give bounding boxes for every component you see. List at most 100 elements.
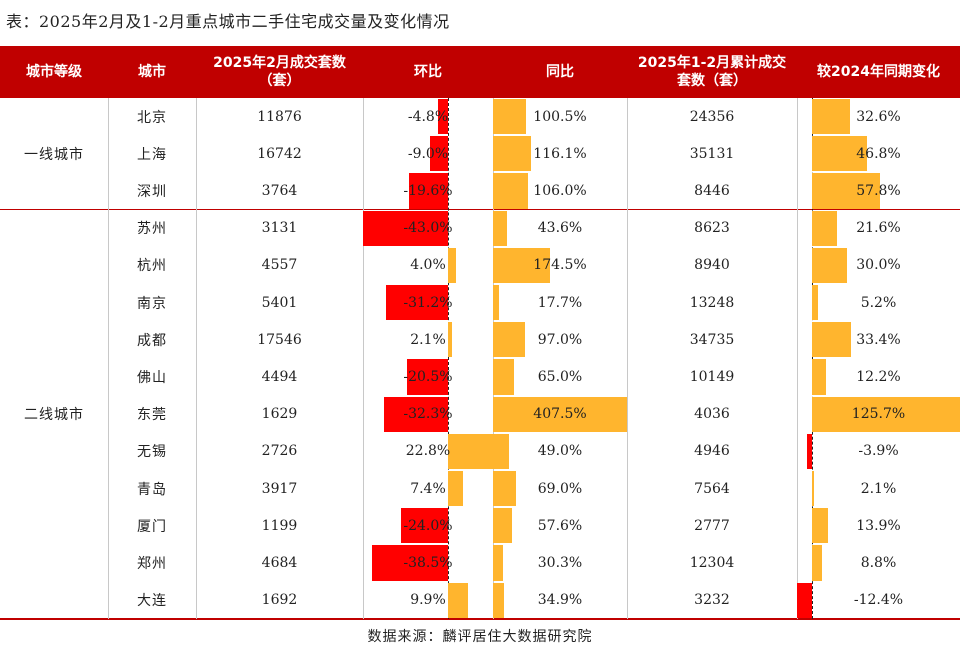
feb-units-cell: 3917 [261, 480, 298, 497]
city-cell: 杭州 [137, 258, 167, 275]
mom-label: -43.0% [403, 220, 453, 237]
ytd-change-bar [807, 433, 812, 469]
feb-units-cell: 1692 [261, 592, 298, 609]
mom-bar [447, 247, 456, 283]
ytd-change-bar [811, 322, 852, 358]
column-divider [627, 98, 628, 619]
ytd-units-cell: 8940 [694, 257, 730, 274]
header-mom: 环比 [363, 46, 493, 98]
ytd-change-bar [811, 508, 829, 544]
yoy-bar [493, 322, 525, 358]
ytd-change-label: 46.8% [856, 145, 901, 162]
ytd-change-label: 12.2% [856, 368, 901, 385]
city-cell: 郑州 [137, 555, 167, 572]
city-cell: 厦门 [137, 518, 167, 535]
yoy-bar [493, 582, 505, 618]
header-feb-units: 2025年2月成交套数（套） [196, 46, 363, 98]
mom-bar [409, 173, 448, 209]
ytd-change-label: 57.8% [856, 182, 901, 199]
ytd-change-label: 125.7% [851, 406, 906, 423]
yoy-label: 57.6% [537, 517, 583, 534]
header-city: 城市 [108, 46, 196, 98]
mom-bar [430, 136, 448, 172]
mom-label: 2.1% [410, 331, 446, 348]
feb-units-cell: 4684 [261, 554, 298, 571]
ytd-units-cell: 8446 [694, 182, 730, 199]
mom-label: -38.5% [403, 554, 453, 571]
mom-label: -20.5% [403, 368, 453, 385]
ytd-units-cell: 12304 [689, 554, 735, 571]
mom-label: -19.6% [403, 182, 453, 199]
mom-bar [447, 471, 463, 507]
yoy-bar [493, 433, 510, 469]
ytd-units-cell: 13248 [689, 294, 735, 311]
mom-label: 22.8% [405, 443, 451, 460]
mom-bar [447, 433, 493, 469]
column-divider [797, 98, 798, 619]
mom-bar [447, 582, 468, 618]
tier-divider [0, 208, 960, 210]
ytd-units-cell: 3232 [694, 592, 730, 609]
mom-label: 4.0% [410, 257, 446, 274]
header-tier: 城市等级 [0, 46, 108, 98]
tier-divider [0, 617, 960, 619]
ytd-change-bar [811, 359, 827, 395]
table-bottom-rule [0, 618, 960, 620]
mom-bar [447, 322, 453, 358]
city-cell: 上海 [137, 146, 167, 163]
ytd-change-label: 5.2% [860, 294, 897, 311]
yoy-label: 106.0% [533, 182, 587, 199]
yoy-label: 49.0% [537, 443, 583, 460]
mom-bar [386, 285, 448, 321]
ytd-change-label: 13.9% [856, 517, 901, 534]
yoy-bar [493, 471, 516, 507]
feb-units-cell: 3131 [261, 220, 298, 237]
yoy-bar [493, 173, 528, 209]
ytd-change-bar [811, 210, 838, 246]
ytd-units-cell: 4036 [694, 406, 730, 423]
header-ytd-change: 较2024年同期变化 [797, 46, 960, 98]
ytd-change-bar [811, 285, 818, 321]
tier-label: 二线城市 [24, 407, 84, 424]
ytd-units-cell: 2777 [694, 517, 730, 534]
yoy-bar [493, 136, 532, 172]
mom-bar [371, 545, 448, 581]
city-cell: 青岛 [137, 481, 167, 498]
mom-bar [363, 210, 448, 246]
ytd-change-label: 8.8% [860, 554, 897, 571]
header-ytd-units: 2025年1-2月累计成交套数（套） [627, 46, 797, 98]
yoy-bar [493, 508, 512, 544]
feb-units-cell: 2726 [261, 443, 298, 460]
source-footer: 数据来源：麟评居住大数据研究院 [367, 629, 593, 645]
ytd-units-cell: 10149 [689, 368, 735, 385]
ytd-change-bar [811, 247, 848, 283]
column-divider [493, 98, 494, 619]
city-cell: 成都 [137, 332, 167, 349]
yoy-label: 100.5% [533, 108, 587, 125]
column-divider [363, 98, 364, 619]
yoy-bar [493, 247, 551, 283]
mom-label: -4.8% [407, 108, 449, 125]
ytd-units-cell: 4946 [694, 443, 730, 460]
tier-label: 一线城市 [24, 146, 84, 163]
ytd-units-cell: 8623 [694, 220, 730, 237]
ytd-units-cell: 34735 [689, 331, 735, 348]
column-divider [196, 98, 197, 619]
ytd-units-cell: 7564 [694, 480, 730, 497]
ytd-change-label: 32.6% [856, 108, 901, 125]
yoy-label: 65.0% [537, 368, 583, 385]
city-cell: 南京 [137, 295, 167, 312]
city-cell: 无锡 [137, 444, 167, 461]
ytd-change-bar [811, 99, 851, 135]
yoy-label: 69.0% [537, 480, 583, 497]
yoy-label: 174.5% [533, 257, 587, 274]
city-cell: 大连 [137, 593, 167, 610]
ytd-change-bar [811, 471, 815, 507]
yoy-label: 17.7% [537, 294, 583, 311]
ytd-change-bar [811, 545, 822, 581]
feb-units-cell: 1629 [261, 406, 298, 423]
yoy-label: 30.3% [537, 554, 583, 571]
mom-bar [384, 396, 448, 432]
mom-label: 9.9% [410, 592, 446, 609]
column-divider [108, 98, 109, 619]
